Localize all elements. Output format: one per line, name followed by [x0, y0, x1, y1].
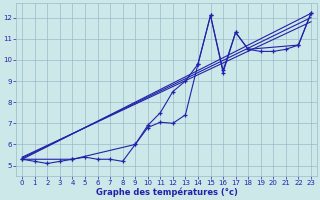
X-axis label: Graphe des températures (°c): Graphe des températures (°c) — [96, 188, 237, 197]
